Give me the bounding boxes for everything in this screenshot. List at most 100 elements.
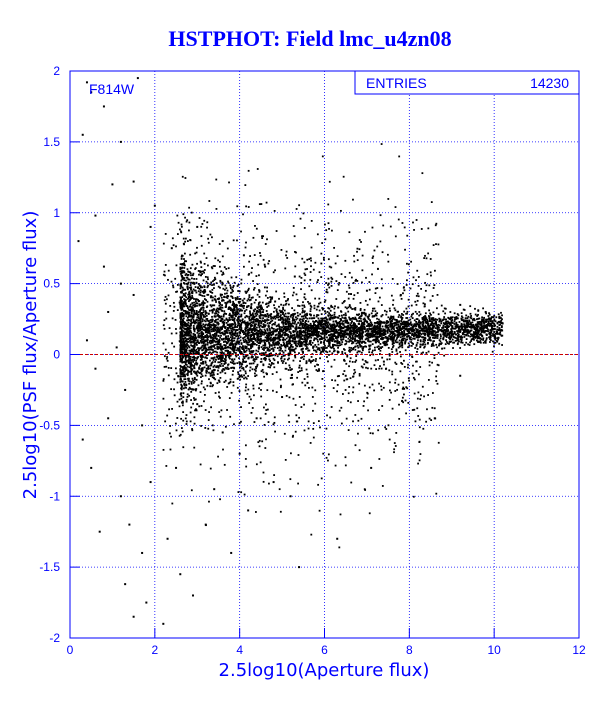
data-point [344, 343, 346, 346]
data-point [481, 335, 484, 338]
data-point [395, 323, 398, 326]
data-point [490, 334, 492, 337]
data-point [185, 349, 188, 352]
data-point [223, 362, 226, 365]
data-point [282, 318, 285, 321]
data-point [189, 327, 192, 330]
data-point [184, 332, 187, 335]
data-point [285, 323, 288, 325]
data-point [231, 314, 234, 317]
data-point [392, 331, 395, 334]
data-point [451, 322, 454, 324]
data-point [385, 326, 388, 329]
data-point [490, 327, 493, 330]
data-point [276, 347, 279, 349]
data-point [229, 314, 232, 317]
data-point [247, 298, 250, 300]
data-point [375, 314, 378, 317]
data-point [195, 363, 198, 366]
data-point [291, 349, 294, 352]
data-point [378, 336, 380, 338]
data-point [284, 332, 287, 335]
data-point [411, 330, 414, 333]
data-point [188, 370, 191, 373]
data-point [336, 323, 339, 325]
data-point [221, 293, 223, 296]
data-point [369, 332, 371, 335]
data-point [197, 327, 200, 330]
data-point [193, 352, 196, 355]
data-point [225, 287, 228, 290]
data-point [188, 327, 190, 329]
data-point [212, 349, 214, 351]
data-point [188, 298, 191, 301]
data-point [185, 332, 188, 335]
data-point [312, 332, 314, 334]
data-point [199, 291, 202, 294]
data-point [270, 296, 272, 299]
data-point [400, 313, 403, 315]
data-point [422, 324, 424, 327]
data-point [186, 374, 189, 377]
data-point [390, 328, 393, 331]
data-point [307, 320, 310, 323]
data-point [287, 315, 290, 318]
data-point [491, 350, 494, 353]
data-point [195, 378, 198, 381]
data-point [227, 335, 230, 337]
data-point [192, 382, 195, 384]
data-point [324, 327, 327, 330]
data-point [385, 322, 388, 325]
data-point [186, 316, 189, 319]
data-point [324, 328, 326, 331]
data-point [376, 346, 379, 349]
data-point [226, 297, 229, 299]
data-point [313, 331, 316, 334]
data-point [363, 312, 366, 315]
data-point [231, 297, 234, 299]
data-point [181, 401, 184, 404]
data-point [199, 320, 202, 323]
data-point [398, 331, 401, 334]
data-point [208, 321, 211, 324]
data-point [193, 344, 196, 347]
data-point [390, 315, 392, 318]
data-point [391, 325, 394, 328]
data-point [330, 315, 332, 317]
data-point [257, 306, 260, 308]
data-point [428, 329, 431, 332]
data-point [373, 315, 376, 318]
data-point [304, 313, 307, 316]
data-point [228, 344, 231, 346]
data-point [457, 329, 460, 332]
data-point [355, 334, 357, 337]
data-point [259, 317, 262, 320]
data-point [190, 337, 192, 340]
data-point [443, 318, 445, 321]
data-point [434, 327, 437, 330]
data-point [237, 315, 240, 318]
data-point [462, 328, 464, 331]
data-point [466, 321, 468, 324]
data-point [409, 332, 412, 335]
data-point [357, 323, 360, 325]
data-point [189, 315, 192, 318]
data-point [456, 332, 459, 335]
data-point [226, 386, 229, 388]
data-point [446, 322, 449, 325]
data-point [309, 310, 312, 313]
data-point [179, 573, 182, 576]
data-point [277, 342, 279, 344]
data-point [228, 319, 231, 321]
data-point [217, 311, 220, 314]
data-point [183, 347, 185, 350]
data-point [286, 325, 289, 328]
data-point [367, 333, 370, 336]
data-point [463, 323, 466, 326]
data-point [382, 328, 385, 331]
data-point [193, 309, 196, 312]
data-point [215, 358, 217, 361]
data-point [219, 376, 222, 379]
data-point [309, 302, 311, 305]
data-point [421, 343, 424, 346]
